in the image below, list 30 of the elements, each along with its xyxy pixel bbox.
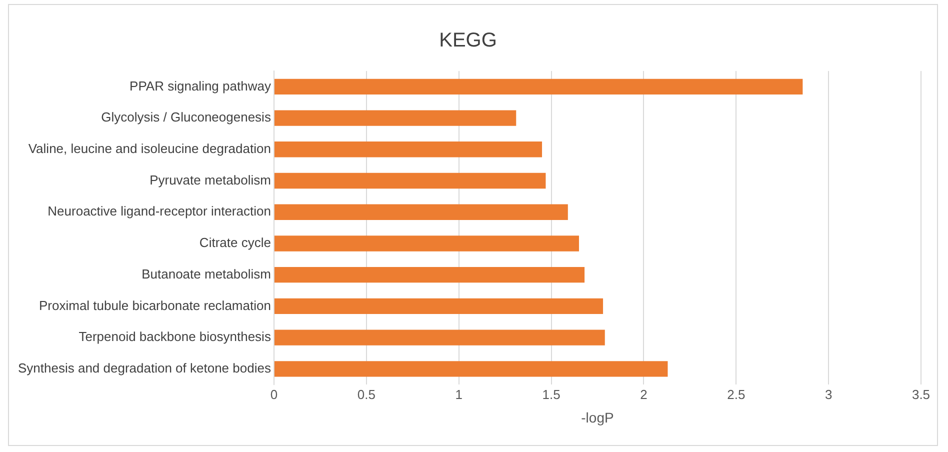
y-tick-label: Pyruvate metabolism	[150, 172, 271, 188]
x-tick-label: 3	[824, 386, 832, 402]
chart-title: KEGG	[439, 30, 497, 52]
y-tick-label: Proximal tubule bicarbonate reclamation	[38, 298, 271, 313]
bar	[274, 204, 568, 220]
bar	[274, 361, 668, 377]
x-tick-label: 2.5	[727, 386, 746, 402]
bar	[274, 236, 579, 252]
bar	[274, 267, 585, 283]
y-tick-label: Butanoate metabolism	[142, 266, 271, 282]
x-tick-label: 1.5	[542, 386, 560, 402]
y-tick-label: Valine, leucine and isoleucine degradation	[28, 140, 271, 156]
y-tick-label: Terpenoid backbone biosynthesis	[78, 329, 272, 344]
x-tick-label: 0.5	[357, 386, 376, 402]
bar	[274, 142, 542, 158]
y-tick-label: Synthesis and degradation of ketone bodies	[18, 360, 272, 376]
y-tick-label: PPAR signaling pathway	[130, 78, 272, 94]
y-tick-label: Citrate cycle	[199, 235, 271, 250]
bar	[274, 298, 604, 314]
bar	[274, 330, 605, 346]
x-tick-label: 2	[640, 386, 648, 402]
x-tick-label: 1	[455, 386, 462, 402]
bar	[274, 172, 546, 189]
y-tick-label: Glycolysis / Gluconeogenesis	[101, 110, 272, 125]
x-axis-title: -logP	[581, 409, 614, 426]
x-tick-label: 0	[270, 386, 278, 402]
x-tick-label: 3.5	[912, 386, 930, 402]
bar	[274, 78, 803, 95]
y-tick-label: Neuroactive ligand-receptor interaction	[48, 204, 271, 219]
bar	[274, 110, 516, 126]
